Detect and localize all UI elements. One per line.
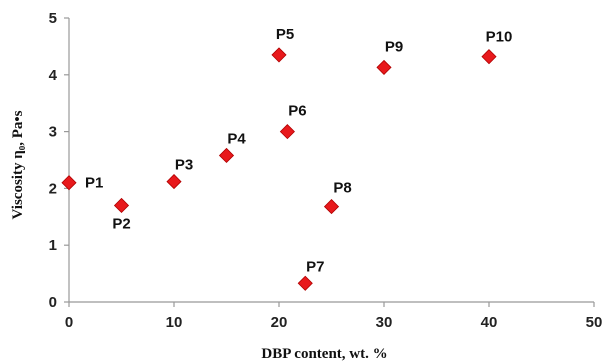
x-tick-label: 50	[586, 314, 603, 331]
data-point-marker	[113, 197, 130, 214]
data-point-marker	[376, 59, 392, 75]
data-point-label: P5	[276, 26, 294, 43]
y-tick-label: 1	[49, 237, 57, 254]
data-point-label: P7	[306, 258, 324, 275]
data-point-marker	[61, 175, 77, 191]
data-point-label: P1	[85, 175, 103, 192]
data-point-label: P2	[112, 215, 130, 232]
x-tick-label: 30	[376, 314, 393, 331]
data-point-label: P4	[227, 130, 246, 147]
data-point-marker	[297, 275, 313, 291]
data-point-label: P9	[385, 38, 403, 55]
data-points: P1 P2 P3 P4 P5 P6 P7 P8 P9 P10	[61, 26, 513, 291]
x-tick-label: 0	[65, 314, 73, 331]
x-tick-label: 10	[166, 314, 183, 331]
y-tick-label: 2	[49, 180, 57, 197]
y-axis-title: Viscosity η₀, Pa•s	[10, 110, 26, 219]
ticks: 0 10 20 30 40 50 0 1 2 3 4 5	[49, 10, 603, 331]
data-point-label: P3	[175, 157, 193, 174]
data-point-label: P6	[288, 103, 306, 120]
axes	[68, 18, 594, 303]
data-point-label: P10	[486, 29, 513, 46]
x-axis-title: DBP content, wt. %	[261, 346, 387, 362]
y-tick-label: 4	[49, 67, 58, 84]
data-point-marker	[323, 199, 340, 215]
data-point-marker	[218, 147, 235, 164]
data-point-marker	[271, 47, 287, 63]
y-tick-label: 0	[49, 294, 57, 311]
x-tick-label: 40	[481, 314, 498, 331]
data-point-marker	[279, 124, 295, 140]
data-point-marker	[481, 49, 497, 65]
data-point-marker	[166, 174, 182, 190]
y-tick-label: 3	[49, 124, 57, 141]
y-tick-label: 5	[49, 10, 57, 27]
data-point-label: P8	[333, 180, 351, 197]
x-tick-label: 20	[271, 314, 288, 331]
